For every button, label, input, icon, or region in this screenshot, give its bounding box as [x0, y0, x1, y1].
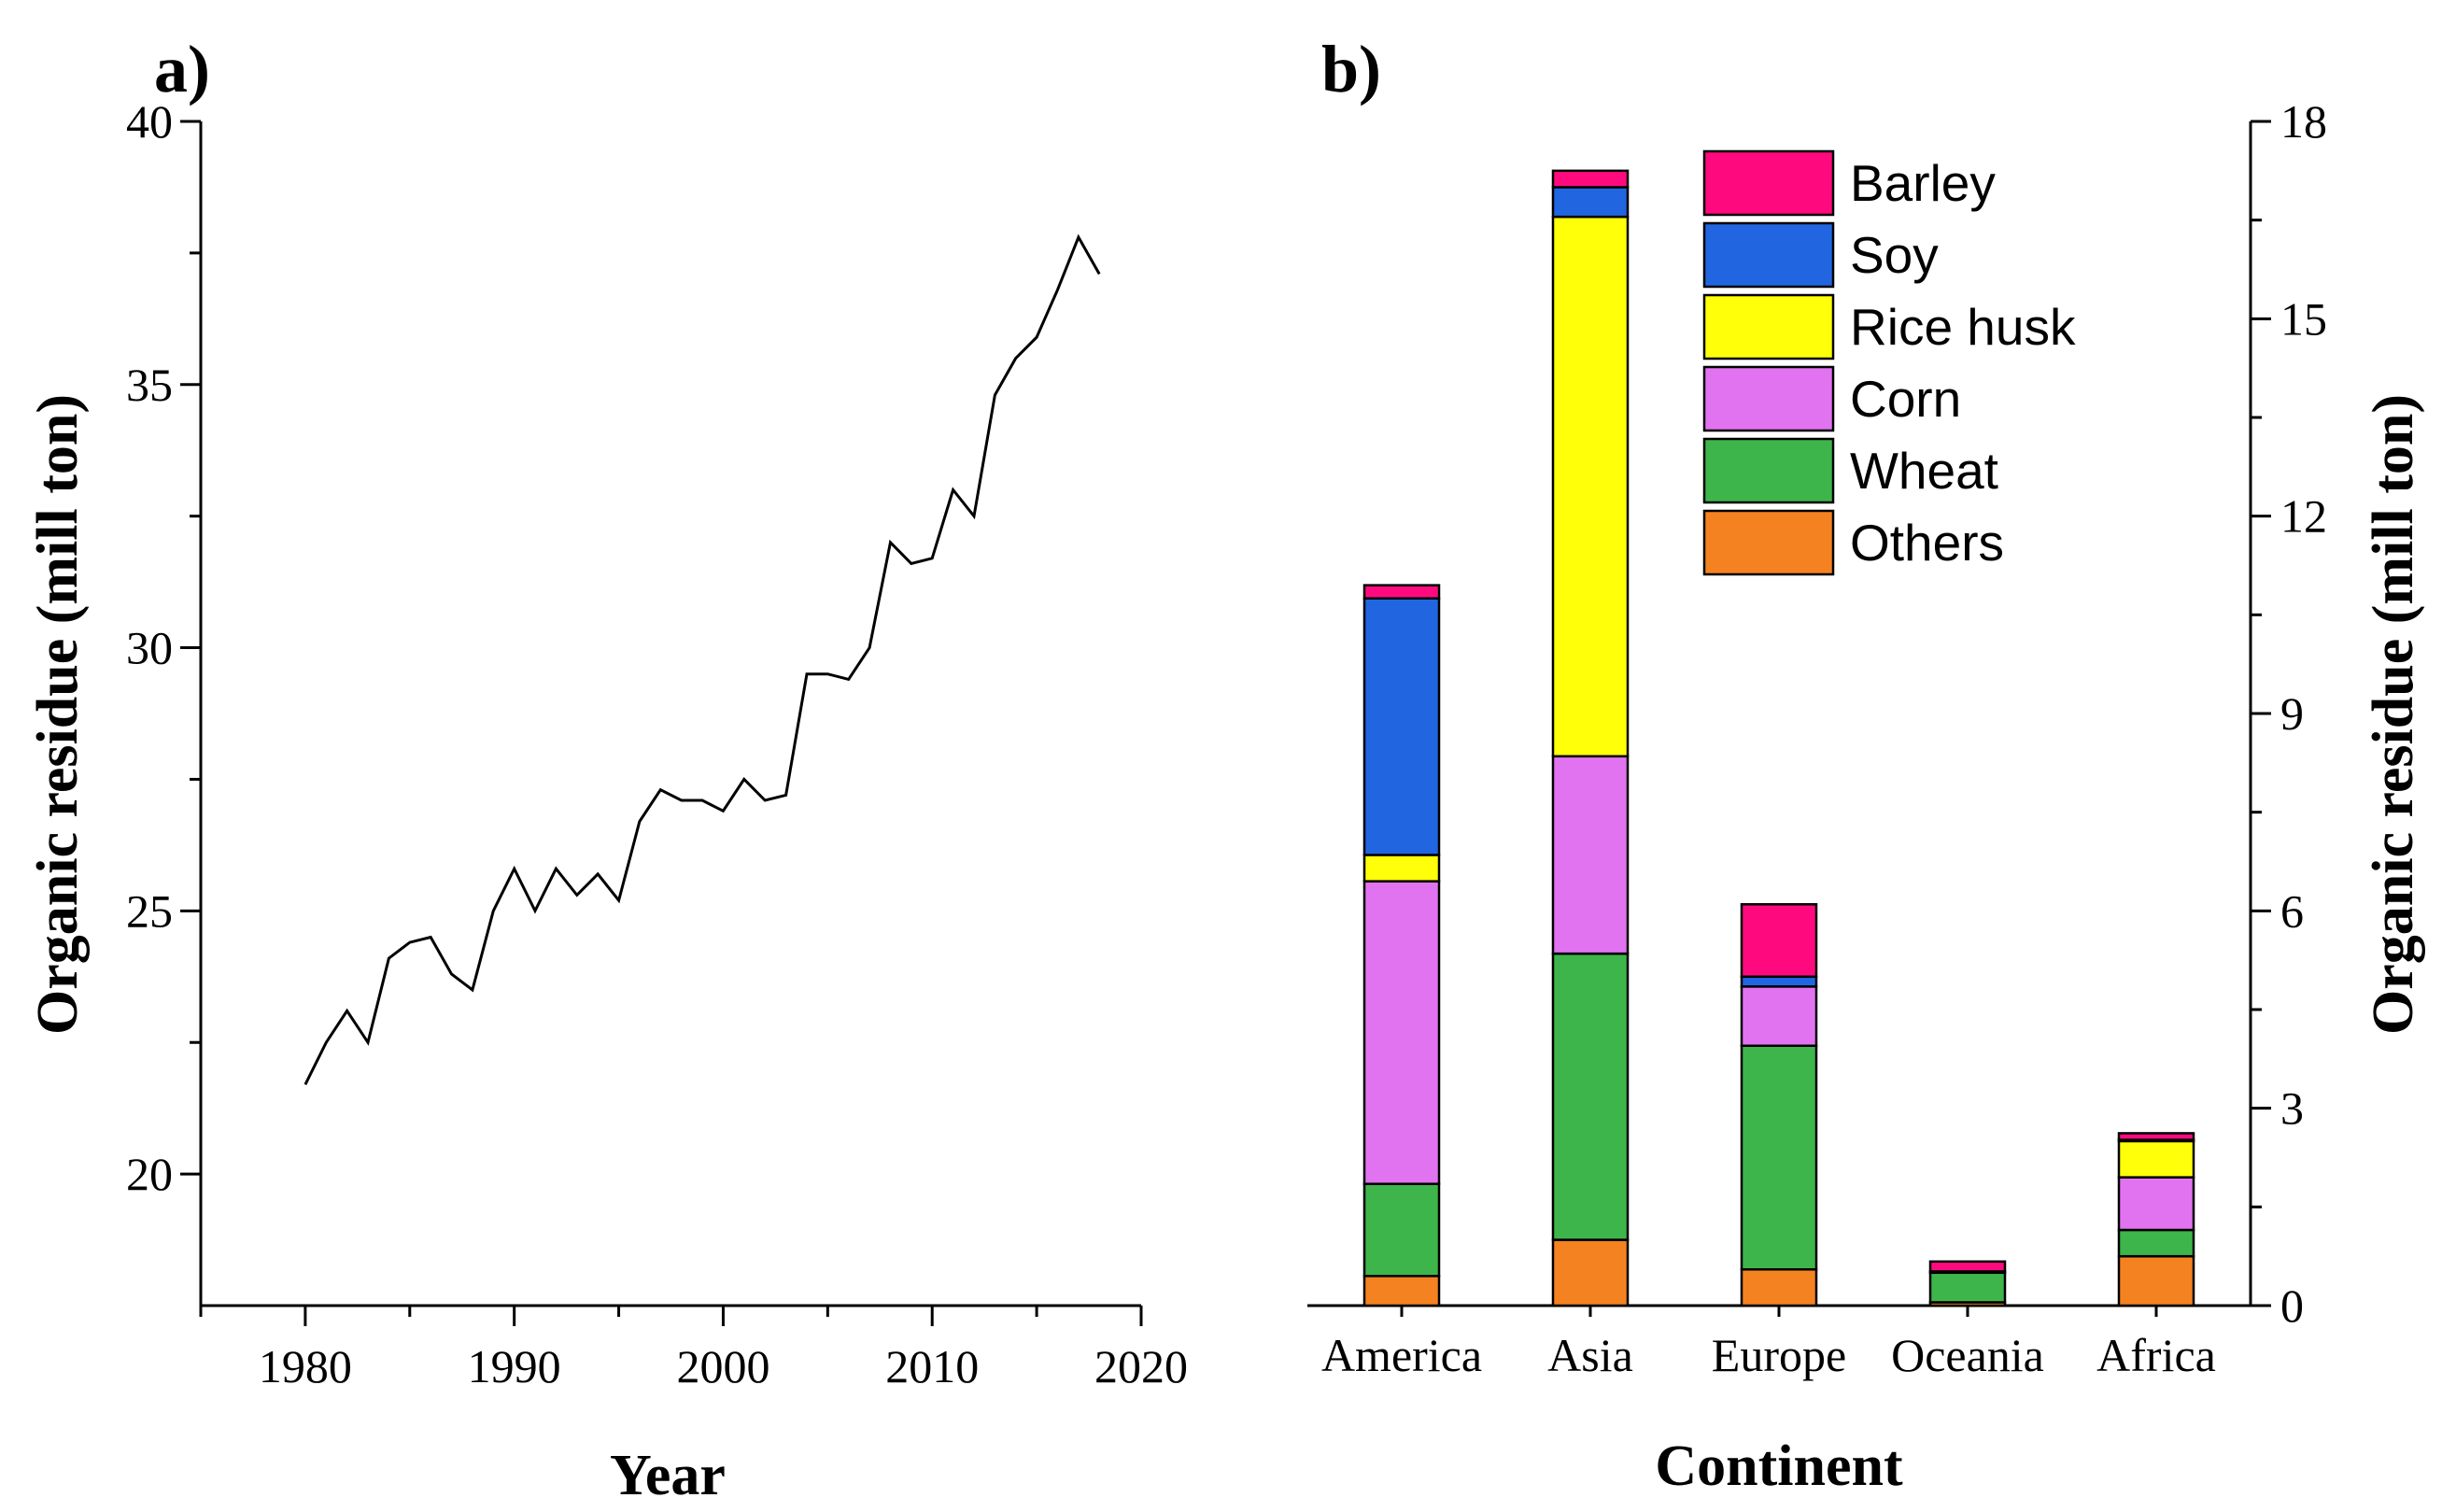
y-tick-label: 6	[2280, 884, 2304, 937]
panel-a-label: a)	[154, 32, 210, 106]
bar-europe-wheat	[1740, 1044, 1818, 1271]
bar-africa-wheat	[2117, 1228, 2195, 1258]
y-tick-label: 0	[2280, 1279, 2304, 1332]
legend-swatch-corn	[1702, 365, 1835, 432]
legend-label-soy: Soy	[1850, 226, 1939, 284]
y-tick-label: 9	[2280, 687, 2304, 740]
legend-swatch-soy	[1702, 221, 1835, 289]
bar-chart-panel: b) 0 3 6 9 12 15 18 America Asia Europe Oceania Af…	[1307, 32, 2425, 1498]
y-tick-label: 12	[2280, 490, 2327, 543]
legend-label-wheat: Wheat	[1850, 442, 1998, 500]
bar-africa-corn	[2117, 1176, 2195, 1232]
x-tick-labels: America Asia Europe Oceania Africa	[1321, 1306, 2216, 1381]
bar-africa-others	[2117, 1254, 2195, 1307]
x-tick-label: Europe	[1712, 1329, 1846, 1381]
bar-america-corn	[1362, 880, 1441, 1185]
y-ticks: 20 25 30 35 40	[126, 95, 201, 1200]
legend-label-rice-husk: Rice husk	[1850, 298, 2076, 356]
y-tick-label: 3	[2280, 1082, 2304, 1135]
x-tick-label: America	[1321, 1329, 1482, 1381]
x-tick-label: Asia	[1547, 1329, 1633, 1381]
legend-label-corn: Corn	[1850, 370, 1961, 428]
bar-asia-soy	[1551, 186, 1630, 219]
legend-swatch-wheat	[1702, 437, 1835, 504]
bar-asia-wheat	[1551, 952, 1630, 1241]
y-tick-label: 35	[126, 359, 173, 411]
bar-europe-soy	[1740, 975, 1818, 988]
x-axis-title: Year	[610, 1444, 726, 1507]
legend-swatch-barley	[1702, 149, 1835, 217]
bar-america-wheat	[1362, 1182, 1441, 1278]
bar-america-others	[1362, 1275, 1441, 1307]
legend-swatch-rice-husk	[1702, 293, 1835, 360]
x-tick-label: Africa	[2096, 1329, 2216, 1381]
x-tick-label: 1990	[468, 1340, 561, 1392]
legend-label-barley: Barley	[1850, 154, 1996, 212]
x-tick-label: Oceania	[1891, 1329, 2044, 1381]
legend: Barley Soy Rice husk Corn Wheat Others	[1702, 149, 2076, 576]
y-tick-label: 15	[2280, 292, 2327, 345]
x-tick-label: 2000	[676, 1340, 769, 1392]
bar-europe-corn	[1740, 985, 1818, 1047]
y-tick-label: 40	[126, 95, 173, 148]
y-tick-label: 30	[126, 622, 173, 674]
bar-asia-barley	[1551, 169, 1630, 189]
bar-europe-barley	[1740, 903, 1818, 979]
bar-africa-barley	[2117, 1132, 2195, 1141]
bar-america-barley	[1362, 584, 1441, 600]
x-tick-label: 1980	[259, 1340, 352, 1392]
y-axis-title: Organic residue (mill ton)	[2362, 394, 2425, 1035]
bar-america-soy	[1362, 597, 1441, 856]
x-ticks: 1980 1990 2000 2010 2020	[199, 1306, 1188, 1392]
x-tick-label: 2010	[885, 1340, 979, 1392]
bar-oceania-wheat	[1928, 1271, 2007, 1304]
bar-africa-rice-husk	[2117, 1139, 2195, 1179]
y-ticks: 0 3 6 9 12 15 18	[2251, 95, 2327, 1332]
bar-asia-corn	[1551, 755, 1630, 955]
bar-oceania-barley	[1928, 1260, 2007, 1273]
bar-asia-rice-husk	[1551, 215, 1630, 758]
series-line-organic-residue	[303, 233, 1101, 1085]
panel-b-label: b)	[1321, 32, 1381, 106]
y-tick-label: 25	[126, 884, 173, 937]
x-axis-title: Continent	[1655, 1434, 1903, 1498]
bar-europe-others	[1740, 1268, 1818, 1307]
bar-america-rice-husk	[1362, 854, 1441, 883]
legend-label-others: Others	[1850, 514, 2004, 572]
x-tick-label: 2020	[1094, 1340, 1188, 1392]
legend-swatch-others	[1702, 509, 1835, 576]
bar-asia-others	[1551, 1238, 1630, 1307]
y-tick-label: 20	[126, 1148, 173, 1200]
bars	[1362, 169, 2195, 1307]
y-tick-label: 18	[2280, 95, 2327, 148]
y-axis-title: Organic residue (mill ton)	[26, 394, 90, 1035]
